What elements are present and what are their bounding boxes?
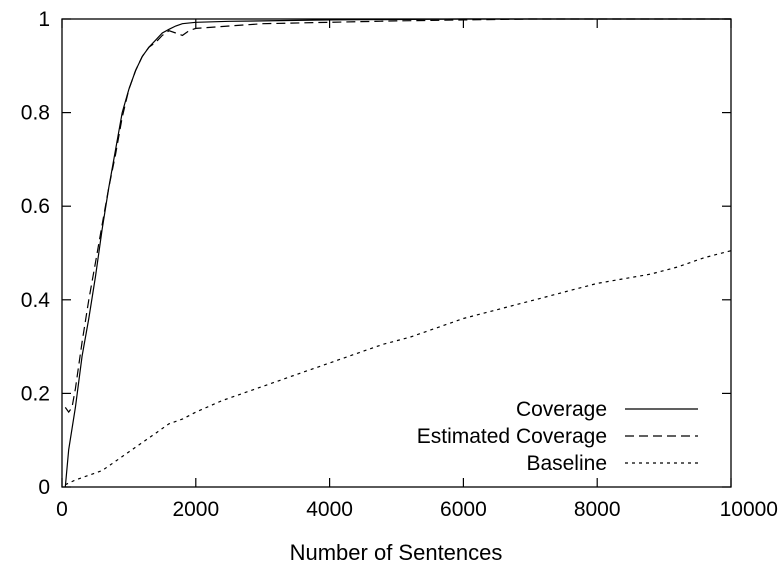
series-lines — [64, 18, 732, 488]
y-tick-label: 0.8 — [21, 102, 50, 125]
legend-label-baseline: Baseline — [526, 452, 607, 475]
series-line-baseline — [65, 250, 732, 486]
y-tick-label: 0 — [38, 476, 50, 499]
legend-label-estimated-coverage: Estimated Coverage — [417, 425, 607, 448]
series-line-estimated-coverage — [64, 18, 731, 414]
x-tick-label: 0 — [56, 498, 68, 521]
x-tick-label: 10000 — [720, 498, 778, 521]
x-tick-label: 6000 — [440, 498, 487, 521]
y-tick-label: 1 — [38, 8, 50, 31]
x-tick-label: 8000 — [574, 498, 621, 521]
x-tick-label: 4000 — [306, 498, 353, 521]
y-tick-label: 0.2 — [21, 382, 50, 405]
x-axis-label: Number of Sentences — [290, 540, 503, 565]
x-tick-label: 2000 — [172, 498, 219, 521]
series-line-coverage — [64, 18, 731, 488]
y-tick-label: 0.4 — [21, 289, 51, 312]
legend: Coverage Estimated Coverage Baseline — [417, 398, 698, 475]
ticks: 0 2000 4000 6000 8000 10000 0 0.2 0.4 0.6 0.8 1 — [21, 8, 778, 521]
plot-frame — [61, 18, 732, 488]
legend-label-coverage: Coverage — [516, 398, 607, 421]
axes — [61, 18, 732, 488]
y-tick-label: 0.6 — [21, 195, 50, 218]
